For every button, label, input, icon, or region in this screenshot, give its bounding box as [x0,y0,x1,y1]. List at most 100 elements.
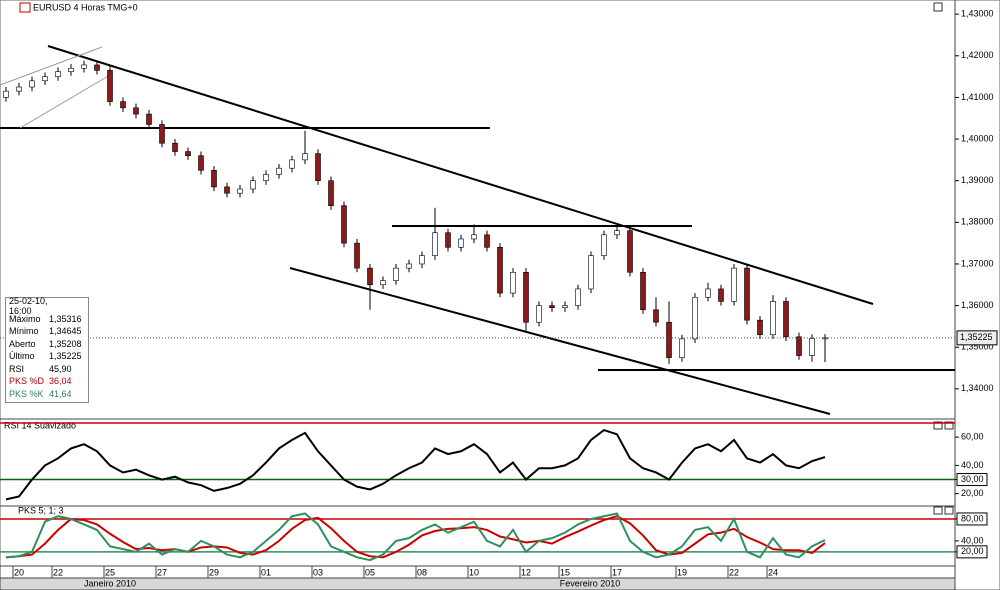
candle-body [484,234,490,248]
indicator-line [5,428,826,501]
y-tick-label: 1,37000 [961,258,994,268]
candle-body [172,142,178,152]
x-tick-label: 27 [157,567,167,577]
trend-lines [0,45,955,415]
x-tick-label: 08 [417,567,427,577]
candle-body [406,263,412,269]
x-tick-label: 17 [612,567,622,577]
candle-body [419,255,425,265]
y-tick-label: 60,00 [961,432,984,442]
y-tick-label: 80,00 [961,513,984,523]
maximize-button[interactable] [933,421,943,430]
y-tick-label: 1,36000 [961,300,994,310]
maximize-button[interactable] [933,506,943,515]
x-tick-label: 29 [209,567,219,577]
channel-lines [0,46,111,129]
panel-title: EURUSD 4 Horas TMG+0 [33,2,138,12]
panel-title: RSI 14 Suavizado [4,420,76,430]
y-tick-label: 1,43000 [961,9,994,19]
candle-body [796,336,802,356]
candle-body [783,301,789,338]
x-tick-label: 20 [14,567,24,577]
candle-body [211,169,217,188]
info-value: 1,34645 [49,326,82,337]
candle-body [458,238,464,248]
info-row: PKS %D 36,04 [9,375,85,388]
x-tick-label: 22 [53,567,63,577]
y-tick-label: 20,00 [961,546,984,556]
candle-body [198,155,204,171]
info-row: PKS %K 41,64 [9,388,85,401]
y-tick-label: 1,38000 [961,217,994,227]
candle-body [614,230,620,236]
candle-body [575,288,581,306]
candle-body [380,280,386,286]
info-box: 25-02-10, 16:00 Máximo 1,35316 Mínimo 1,34… [5,296,89,403]
x-tick-label: 10 [469,567,479,577]
maximize-button[interactable] [933,2,943,12]
x-tick-label: 24 [768,567,778,577]
close-button[interactable] [944,506,954,515]
candle-body [302,153,308,161]
candle-body [263,174,269,181]
symbol-icon [19,2,31,13]
candle-body [341,205,347,244]
y-tick-label: 1,42000 [961,50,994,60]
candle-body [536,305,542,323]
candle-body [549,305,555,308]
candle-body [3,90,9,98]
y-tick-label: 40,00 [961,460,984,470]
y-tick-label: 20,00 [961,488,984,498]
candle-body [666,321,672,358]
candle-body [562,305,568,308]
window-buttons [933,2,954,515]
y-tick-label: 30,00 [961,474,984,484]
x-tick-label: 19 [677,567,687,577]
month-band [0,577,956,590]
candle-body [445,232,451,248]
x-tick-label: 25 [105,567,115,577]
y-tick-label: 40,00 [961,535,984,545]
candle-body [770,301,776,336]
candle-body [94,64,100,71]
candle-body [393,267,399,281]
candle-body [705,288,711,298]
candle-body [107,70,113,102]
candle-body [276,167,282,175]
candle-body [224,186,230,194]
x-tick-label: 12 [521,567,531,577]
indicator-line [5,512,826,562]
candle-body [627,230,633,273]
info-value: 36,04 [49,376,72,387]
info-value: 45,90 [49,363,72,374]
candle-body [237,188,243,194]
candle-body [653,309,659,323]
candle-body [289,159,295,169]
candle-body [55,71,61,77]
y-tick-label: 1,39000 [961,175,994,185]
candle-body [601,234,607,256]
channel-line [19,74,111,129]
close-button[interactable] [944,421,954,430]
level-label-box [956,545,988,559]
info-row: Máximo 1,35316 [9,313,85,326]
candle-body [354,242,360,269]
info-row: RSI 45,90 [9,363,85,376]
level-label-box [956,473,988,487]
candle-body [81,64,87,69]
info-date-text: 25-02-10, 16:00 [9,296,48,317]
candle-body [159,124,165,144]
candle-body [146,113,152,125]
candle-body [185,151,191,157]
info-label: PKS %K [9,388,44,399]
candle-body [523,271,529,323]
trend-line [47,45,874,305]
candle-body [250,180,256,190]
info-row: Aberto 1,35208 [9,338,85,351]
candle-body [744,267,750,321]
y-tick-label: 1,41000 [961,92,994,102]
channel-line [0,46,103,86]
candle-body [640,271,646,311]
